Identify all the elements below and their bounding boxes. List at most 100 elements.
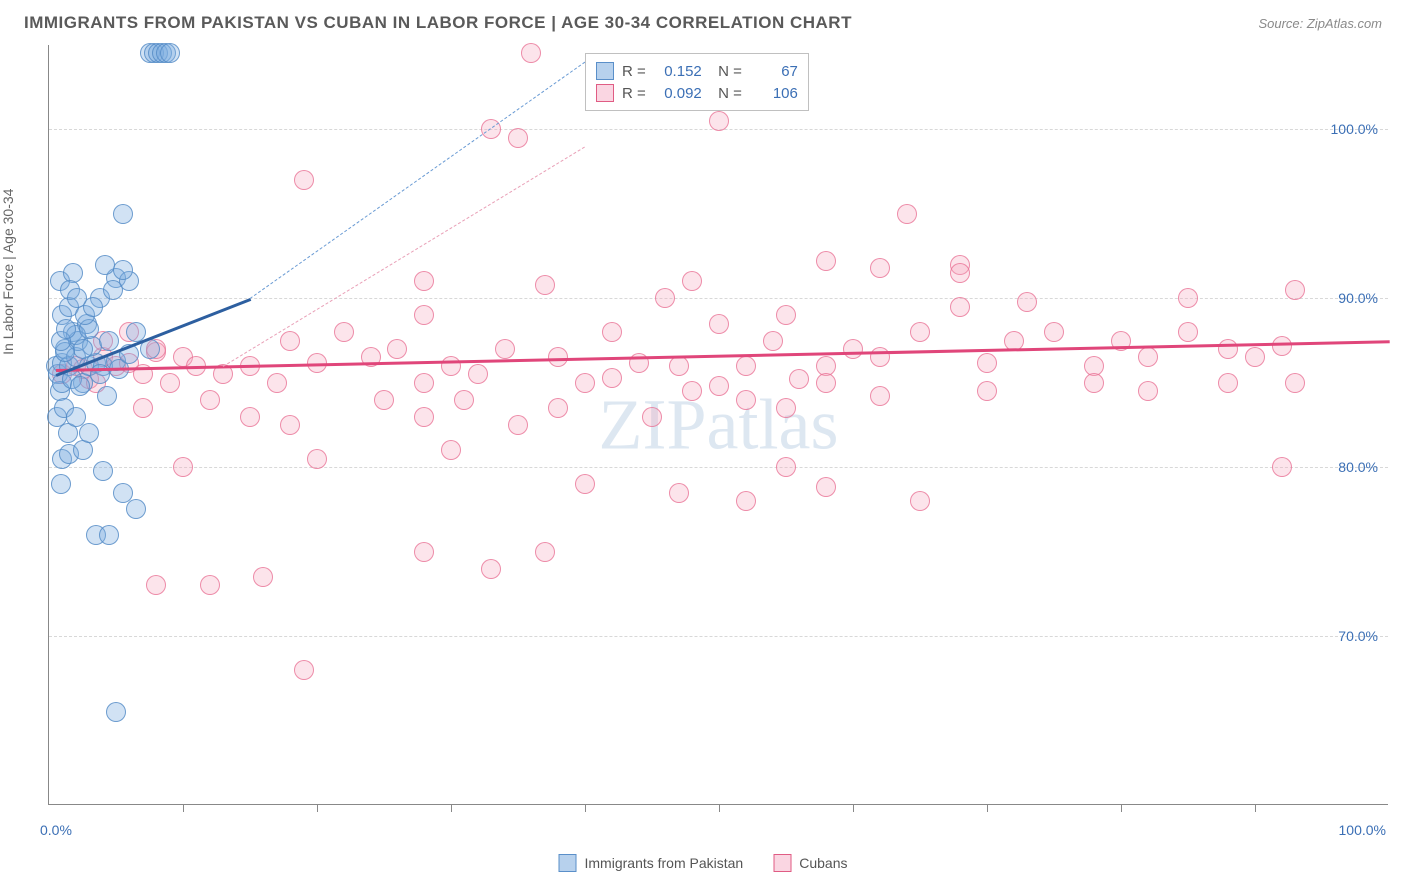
data-point-cubans	[682, 381, 702, 401]
data-point-pakistan	[106, 702, 126, 722]
data-point-cubans	[481, 559, 501, 579]
data-point-cubans	[414, 271, 434, 291]
legend-item-pakistan: Immigrants from Pakistan	[559, 854, 744, 872]
data-point-cubans	[950, 297, 970, 317]
data-point-pakistan	[99, 331, 119, 351]
stats-row-pakistan: R = 0.152 N = 67	[596, 60, 798, 82]
data-point-cubans	[1017, 292, 1037, 312]
legend-swatch-pakistan	[596, 62, 614, 80]
stat-n-value: 67	[750, 63, 798, 80]
data-point-cubans	[816, 477, 836, 497]
data-point-cubans	[816, 251, 836, 271]
y-tick-label: 70.0%	[1338, 628, 1378, 644]
data-point-pakistan	[67, 288, 87, 308]
data-point-cubans	[1245, 347, 1265, 367]
correlation-stats-box: R =0.152 N =67R =0.092 N =106	[585, 53, 809, 111]
data-point-pakistan	[113, 260, 133, 280]
data-point-pakistan	[73, 339, 93, 359]
data-point-cubans	[575, 474, 595, 494]
x-tick	[853, 804, 854, 812]
stat-r-label: R =	[622, 63, 646, 80]
chart-title: IMMIGRANTS FROM PAKISTAN VS CUBAN IN LAB…	[24, 13, 852, 33]
data-point-cubans	[709, 376, 729, 396]
data-point-cubans	[374, 390, 394, 410]
data-point-cubans	[843, 339, 863, 359]
data-point-cubans	[669, 356, 689, 376]
stat-r-label: R =	[622, 85, 646, 102]
data-point-pakistan	[97, 386, 117, 406]
data-point-cubans	[414, 305, 434, 325]
data-point-cubans	[414, 407, 434, 427]
stats-row-cubans: R =0.092 N =106	[596, 82, 798, 104]
y-axis-title: In Labor Force | Age 30-34	[0, 189, 16, 355]
data-point-cubans	[910, 322, 930, 342]
data-point-cubans	[776, 457, 796, 477]
data-point-cubans	[669, 483, 689, 503]
data-point-cubans	[200, 575, 220, 595]
data-point-cubans	[521, 43, 541, 63]
data-point-pakistan	[70, 376, 90, 396]
data-point-cubans	[535, 542, 555, 562]
data-point-cubans	[736, 491, 756, 511]
legend: Immigrants from Pakistan Cubans	[559, 854, 848, 872]
data-point-cubans	[709, 314, 729, 334]
x-tick	[1255, 804, 1256, 812]
data-point-cubans	[776, 398, 796, 418]
data-point-cubans	[897, 204, 917, 224]
x-tick	[451, 804, 452, 812]
data-point-cubans	[1218, 339, 1238, 359]
data-point-cubans	[280, 415, 300, 435]
data-point-cubans	[870, 386, 890, 406]
data-point-cubans	[950, 263, 970, 283]
legend-label: Cubans	[799, 855, 847, 871]
data-point-cubans	[602, 322, 622, 342]
data-point-cubans	[1138, 347, 1158, 367]
stat-r-value: 0.152	[654, 63, 702, 80]
x-tick	[317, 804, 318, 812]
stat-r-value: 0.092	[654, 85, 702, 102]
x-tick	[183, 804, 184, 812]
x-tick	[585, 804, 586, 812]
legend-swatch-cubans	[773, 854, 791, 872]
legend-swatch-cubans	[596, 84, 614, 102]
data-point-cubans	[240, 407, 260, 427]
data-point-cubans	[1178, 322, 1198, 342]
data-point-cubans	[294, 170, 314, 190]
data-point-cubans	[1272, 457, 1292, 477]
x-axis-min-label: 0.0%	[40, 822, 72, 838]
source-attribution: Source: ZipAtlas.com	[1258, 16, 1382, 31]
data-point-cubans	[1084, 373, 1104, 393]
data-point-cubans	[280, 331, 300, 351]
data-point-pakistan	[93, 461, 113, 481]
gridline	[49, 467, 1388, 468]
data-point-cubans	[414, 373, 434, 393]
data-point-pakistan	[160, 43, 180, 63]
gridline	[49, 636, 1388, 637]
data-point-cubans	[200, 390, 220, 410]
stat-n-label: N =	[710, 63, 742, 80]
data-point-cubans	[387, 339, 407, 359]
data-point-pakistan	[79, 423, 99, 443]
stat-n-label: N =	[710, 85, 742, 102]
data-point-cubans	[1285, 373, 1305, 393]
data-point-cubans	[253, 567, 273, 587]
data-point-cubans	[642, 407, 662, 427]
data-point-cubans	[468, 364, 488, 384]
data-point-cubans	[495, 339, 515, 359]
connector-line	[223, 146, 585, 366]
data-point-cubans	[173, 457, 193, 477]
data-point-pakistan	[66, 407, 86, 427]
data-point-cubans	[160, 373, 180, 393]
data-point-cubans	[1272, 336, 1292, 356]
data-point-pakistan	[113, 483, 133, 503]
data-point-pakistan	[113, 204, 133, 224]
legend-item-cubans: Cubans	[773, 854, 847, 872]
data-point-cubans	[655, 288, 675, 308]
data-point-cubans	[294, 660, 314, 680]
data-point-cubans	[535, 275, 555, 295]
data-point-pakistan	[103, 280, 123, 300]
y-tick-label: 80.0%	[1338, 459, 1378, 475]
data-point-cubans	[441, 356, 461, 376]
data-point-cubans	[1178, 288, 1198, 308]
y-tick-label: 90.0%	[1338, 290, 1378, 306]
